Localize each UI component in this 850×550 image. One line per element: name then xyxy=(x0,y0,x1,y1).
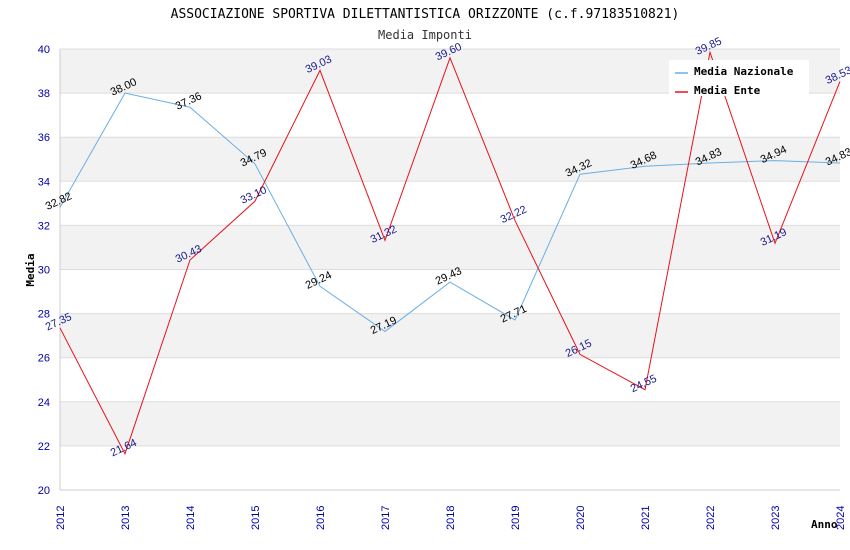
chart-title: ASSOCIAZIONE SPORTIVA DILETTANTISTICA OR… xyxy=(171,7,680,22)
y-tick-label: 30 xyxy=(38,265,50,277)
chart-subtitle: Media Imponti xyxy=(378,28,472,42)
background-band xyxy=(60,313,840,358)
y-tick-label: 36 xyxy=(38,132,50,144)
x-tick-label: 2022 xyxy=(705,506,717,530)
y-tick-label: 26 xyxy=(38,353,50,365)
y-tick-label: 38 xyxy=(38,88,50,100)
background-band xyxy=(60,181,840,226)
background-band xyxy=(60,445,840,490)
y-tick-label: 22 xyxy=(38,441,50,453)
background-bands xyxy=(60,49,840,490)
x-tick-label: 2018 xyxy=(445,506,457,530)
x-tick-label: 2016 xyxy=(315,506,327,530)
background-band xyxy=(60,269,840,314)
background-band xyxy=(60,401,840,446)
x-tick-labels: 2012 2013 2014 2015 2016 2017 2018 2019 2020 2021… xyxy=(55,506,847,530)
x-tick-label: 2015 xyxy=(250,506,262,530)
legend: Media Nazionale Media Ente xyxy=(669,60,809,97)
y-tick-label: 20 xyxy=(38,485,50,497)
x-axis-title: Anno xyxy=(811,518,838,531)
x-tick-label: 2013 xyxy=(120,506,132,530)
background-band xyxy=(60,225,840,270)
legend-box xyxy=(669,60,809,96)
legend-label-media-ente: Media Ente xyxy=(694,84,761,97)
x-tick-label: 2023 xyxy=(770,506,782,530)
x-tick-label: 2021 xyxy=(640,506,652,530)
y-axis-title: Media xyxy=(24,253,37,286)
y-tick-label: 40 xyxy=(38,44,50,56)
y-tick-label: 34 xyxy=(38,176,50,188)
background-band xyxy=(60,93,840,138)
x-tick-label: 2019 xyxy=(510,506,522,530)
x-tick-label: 2020 xyxy=(575,506,587,530)
series-lines xyxy=(59,50,841,456)
background-band xyxy=(60,137,840,182)
y-tick-label: 28 xyxy=(38,309,50,321)
legend-label-media-nazionale: Media Nazionale xyxy=(694,65,794,78)
x-tick-label: 2014 xyxy=(185,506,197,530)
x-tick-label: 2017 xyxy=(380,506,392,530)
background-band xyxy=(60,357,840,402)
series-line-media-nazionale xyxy=(59,92,841,333)
x-tick-label: 2012 xyxy=(55,506,67,530)
y-tick-label: 32 xyxy=(38,220,50,232)
y-tick-label: 24 xyxy=(38,397,50,409)
series-line-media-ente xyxy=(59,50,841,456)
x-tick-label: 2024 xyxy=(835,506,847,530)
y-tick-labels: 20 22 24 26 28 30 32 34 36 38 40 xyxy=(38,44,50,497)
